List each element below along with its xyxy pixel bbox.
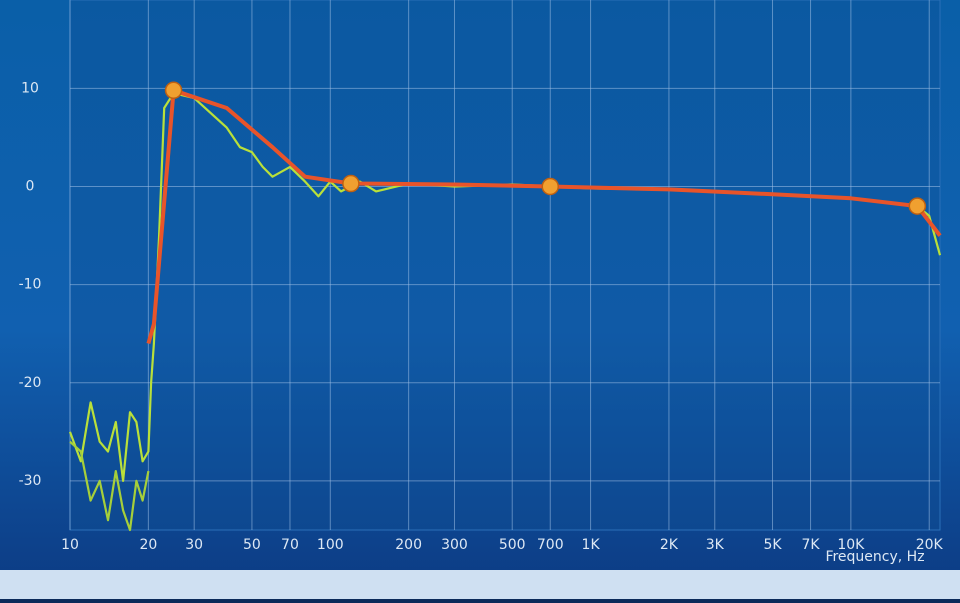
x-tick-label: 10K xyxy=(837,537,865,553)
y-tick-label: -30 xyxy=(19,473,42,489)
x-axis-label: Frequency, Hz xyxy=(825,549,924,565)
response-line xyxy=(146,88,942,345)
x-tick-label: 20 xyxy=(139,537,157,553)
x-tick-label: 2K xyxy=(660,537,679,553)
y-tick-label: 10 xyxy=(21,80,39,96)
x-tick-label: 7K xyxy=(802,537,821,553)
x-tick-label: 100 xyxy=(317,537,344,553)
y-tick-label: -10 xyxy=(19,277,42,293)
plot-frame xyxy=(69,0,941,531)
x-tick-label: 1K xyxy=(582,537,601,553)
x-tick-label: 20K xyxy=(916,537,944,553)
screen-bezel xyxy=(0,570,960,599)
x-tick-label: 70 xyxy=(281,537,299,553)
control-point xyxy=(541,177,560,196)
y-tick-label: 0 xyxy=(26,178,35,194)
control-point xyxy=(908,197,927,215)
control-point xyxy=(164,81,183,100)
x-tick-label: 10 xyxy=(61,537,79,553)
x-tick-label: 700 xyxy=(537,537,564,553)
x-tick-label: 5K xyxy=(763,537,782,553)
x-tick-label: 50 xyxy=(243,537,261,553)
x-tick-label: 500 xyxy=(499,537,526,553)
control-point xyxy=(342,174,360,193)
plot-area xyxy=(68,0,942,532)
y-tick-label: -20 xyxy=(19,375,42,391)
x-tick-label: 30 xyxy=(185,537,203,553)
x-tick-label: 300 xyxy=(441,537,468,553)
response-line xyxy=(69,440,150,532)
x-tick-label: 3K xyxy=(706,537,725,553)
x-tick-label: 200 xyxy=(395,537,422,553)
